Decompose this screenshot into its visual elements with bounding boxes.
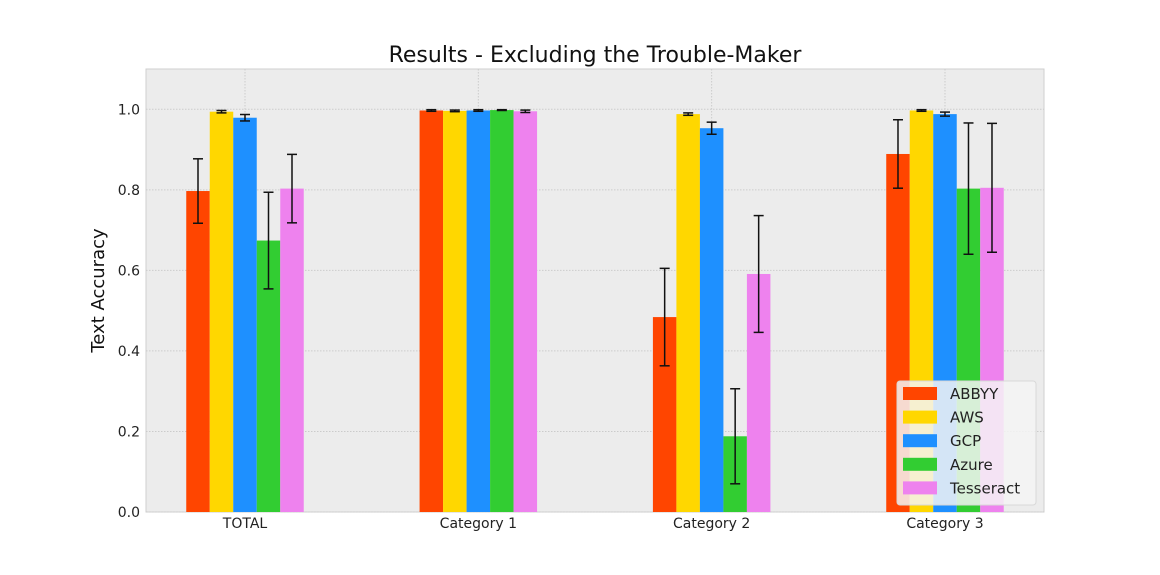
- bar-abbyy: [186, 191, 210, 512]
- legend: ABBYY AWS GCP Azure Tesseract: [896, 380, 1037, 506]
- legend-swatch-gcp: [903, 434, 937, 448]
- error-bar: [193, 158, 203, 224]
- y-tick-label: 0.0: [118, 505, 140, 521]
- bar-aws: [209, 111, 234, 513]
- bar-aws: [676, 114, 700, 512]
- error-bars: [193, 108, 997, 485]
- y-axis-ticks: 0.0 0.2 0.4 0.6 0.8 1.0: [118, 102, 140, 521]
- legend-label: ABBYY: [950, 385, 999, 403]
- x-tick-label: Category 2: [673, 516, 750, 532]
- chart-title: Results - Excluding the Trouble-Maker: [389, 43, 803, 68]
- error-bar: [683, 112, 694, 117]
- error-bar: [753, 214, 764, 334]
- error-bar: [473, 108, 484, 113]
- error-bar: [426, 108, 437, 113]
- error-bar: [520, 109, 531, 114]
- bar-tesseract: [513, 111, 538, 512]
- bar-azure: [256, 240, 281, 512]
- error-bar: [263, 191, 274, 290]
- x-tick-label: Category 1: [440, 516, 517, 532]
- x-tick-label: Category 3: [906, 516, 983, 532]
- error-bar: [240, 113, 250, 122]
- error-bar: [659, 267, 670, 367]
- error-bar: [287, 153, 297, 224]
- error-bar: [706, 121, 717, 135]
- error-bar: [216, 109, 227, 114]
- bars: [186, 110, 1004, 513]
- y-tick-label: 0.8: [118, 183, 140, 199]
- error-bar: [449, 109, 460, 113]
- legend-label: Tesseract: [949, 479, 1020, 497]
- error-bar: [916, 108, 927, 113]
- bar-tesseract: [746, 273, 771, 512]
- bar-tesseract: [280, 188, 304, 513]
- legend-swatch-azure: [903, 457, 937, 471]
- legend-label: Azure: [950, 456, 993, 474]
- legend-label: GCP: [950, 432, 981, 450]
- y-tick-label: 0.4: [118, 344, 140, 360]
- legend-swatch-aws: [903, 410, 937, 424]
- error-bar: [939, 111, 950, 117]
- legend-label: AWS: [950, 409, 984, 427]
- y-tick-label: 0.2: [118, 424, 140, 440]
- error-bar: [496, 108, 507, 112]
- y-tick-label: 0.6: [118, 263, 140, 279]
- x-axis-ticks: TOTAL Category 1 Category 2 Category 3: [222, 516, 984, 532]
- bar-azure: [490, 110, 514, 512]
- legend-swatch-abbyy: [903, 387, 937, 400]
- x-tick-label: TOTAL: [222, 516, 268, 532]
- bar-gcp: [466, 110, 491, 513]
- bar-abbyy: [419, 110, 444, 513]
- error-bar: [892, 118, 903, 189]
- y-tick-label: 1.0: [118, 102, 140, 118]
- bar-aws: [443, 110, 467, 512]
- bar-abbyy: [652, 317, 677, 512]
- bar-gcp: [233, 117, 257, 512]
- bar-gcp: [699, 128, 724, 512]
- legend-swatch-tesseract: [903, 481, 937, 495]
- y-axis-label: Text Accuracy: [88, 228, 109, 354]
- error-bar: [730, 388, 741, 485]
- error-bar: [963, 122, 974, 256]
- error-bar: [986, 122, 997, 253]
